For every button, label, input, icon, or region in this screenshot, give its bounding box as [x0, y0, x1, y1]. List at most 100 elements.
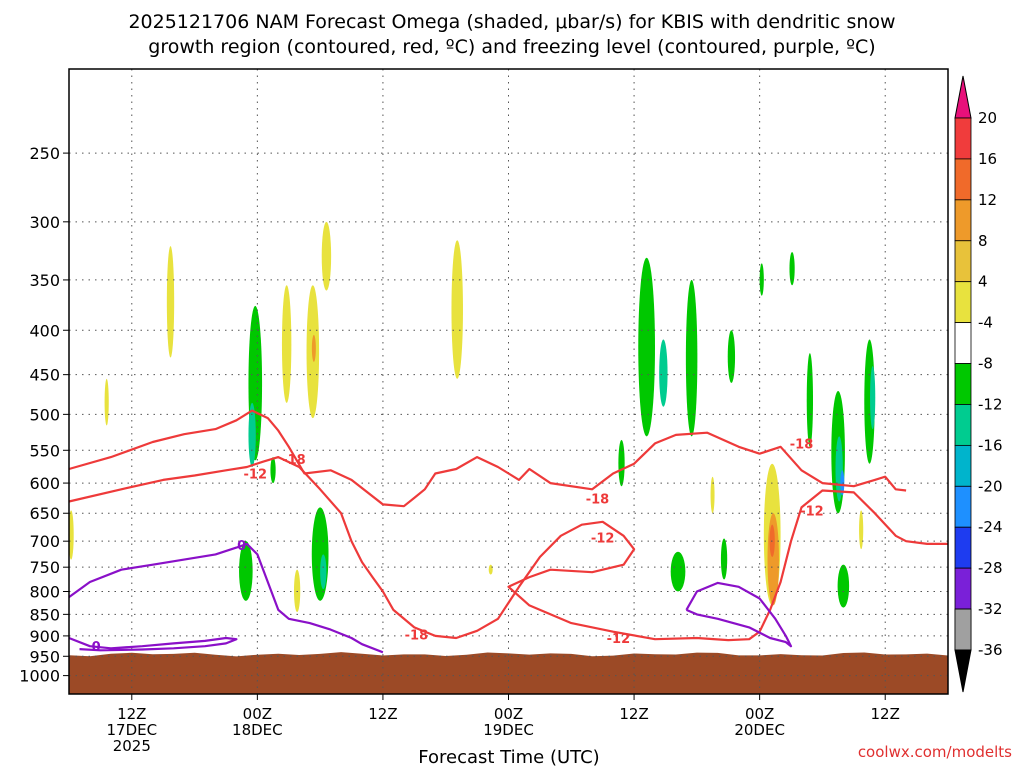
colorbar-label-10: -24	[978, 518, 1003, 536]
y-tick-label-550: 550	[29, 441, 60, 460]
omega-region-9	[321, 221, 332, 291]
contour-label-0: -18	[282, 453, 306, 468]
omega-region-29	[720, 538, 728, 580]
y-tick-label-300: 300	[29, 213, 60, 232]
x-tick-label-42-1: 00Z	[494, 705, 523, 723]
colorbar-label-4: 4	[978, 273, 988, 291]
x-tick-label-30-1: 12Z	[368, 705, 397, 723]
omega-region-35	[859, 510, 864, 550]
omega-region-10	[311, 334, 316, 362]
x-tick-label-18-1: 00Z	[243, 705, 272, 723]
contour-label-7: -12	[800, 504, 824, 519]
chart-title-line1: 2025121706 NAM Forecast Omega (shaded, μ…	[128, 11, 895, 33]
colorbar-swatch-7	[954, 404, 972, 446]
y-tick-label-800: 800	[29, 583, 60, 602]
omega-region-0	[104, 378, 109, 426]
omega-region-25	[840, 470, 845, 496]
x-tick-label-6-1: 12Z	[117, 705, 146, 723]
x-axis-label: Forecast Time (UTC)	[418, 747, 599, 768]
credit-text: coolwx.com/modelts	[858, 743, 1012, 761]
y-tick-label-600: 600	[29, 474, 60, 493]
contour-label-2: -18	[405, 629, 429, 644]
omega-region-16	[659, 339, 668, 407]
contour-lines	[68, 409, 948, 654]
colorbar-bottom-arrow	[954, 649, 972, 693]
y-tick-label-1000: 1000	[19, 667, 60, 686]
omega-region-30	[837, 564, 850, 608]
ground-layer	[69, 652, 948, 694]
colorbar-swatch-0	[954, 117, 972, 160]
omega-region-22	[806, 353, 814, 447]
y-tick-label-250: 250	[29, 144, 60, 163]
colorbar-label-3: 8	[978, 232, 988, 250]
colorbar-label-11: -28	[978, 559, 1003, 577]
colorbar-label-8: -16	[978, 436, 1003, 454]
omega-region-18	[618, 439, 625, 487]
omega-region-20	[759, 263, 764, 296]
colorbar-swatch-3	[954, 240, 972, 283]
omega-region-28	[670, 551, 686, 592]
omega-region-34	[710, 476, 715, 514]
colorbar-label-5: -4	[978, 314, 993, 332]
colorbar-label-12: -32	[978, 600, 1003, 618]
omega-region-5	[248, 402, 256, 468]
contour-label-8: 0	[237, 539, 246, 554]
omega-region-36	[488, 564, 493, 575]
y-tick-label-950: 950	[29, 647, 60, 666]
x-tick-label-78-1: 12Z	[871, 705, 900, 723]
colorbar-swatch-6	[954, 363, 972, 405]
colorbar-label-1: 16	[978, 150, 997, 168]
contour-dgz-lower	[68, 456, 948, 642]
contour-labels: -18 -12 -18 -12 -18 -12 -18 -12 0 0	[92, 437, 824, 655]
omega-region-1	[166, 246, 175, 358]
colorbar-swatch-8	[954, 444, 972, 487]
colorbar-swatch-9	[954, 485, 972, 528]
colorbar-swatch-1	[954, 158, 972, 201]
contour-freezing-level	[68, 542, 384, 654]
y-tick-label-400: 400	[29, 321, 60, 340]
omega-region-15	[638, 257, 656, 437]
y-tick-label-850: 850	[29, 605, 60, 624]
y-tick-label-750: 750	[29, 558, 60, 577]
x-tick-label-6-2: 17DEC	[106, 721, 157, 739]
contour-label-5: -12	[591, 531, 615, 546]
x-tick-label-54-1: 12Z	[619, 705, 648, 723]
colorbar-label-13: -36	[978, 641, 1003, 659]
omega-region-19	[727, 330, 736, 383]
omega-region-14	[451, 240, 463, 379]
omega-region-4	[239, 541, 253, 601]
x-tick-label-66-1: 00Z	[745, 705, 774, 723]
y-tick-label-650: 650	[29, 504, 60, 523]
x-tick-label-42-2: 19DEC	[483, 721, 534, 739]
colorbar-label-0: 20	[978, 109, 997, 127]
y-tick-label-900: 900	[29, 627, 60, 646]
contour-label-6: -18	[790, 437, 814, 452]
omega-region-12	[320, 554, 327, 590]
contour-freezing-level-3	[68, 636, 238, 652]
omega-region-21	[789, 251, 795, 286]
y-tick-label-350: 350	[29, 271, 60, 290]
colorbar-top-arrow	[954, 75, 972, 119]
omega-region-2	[68, 510, 74, 560]
omega-region-27	[870, 366, 876, 430]
plot-area: -18 -12 -18 -12 -18 -12 -18 -12 0 0	[68, 68, 949, 695]
contour-label-1: -12	[244, 468, 268, 483]
colorbar-swatch-5	[954, 322, 972, 364]
colorbar-swatch-10	[954, 526, 972, 569]
contour-dgz-upper	[68, 409, 907, 508]
y-tick-label-700: 700	[29, 532, 60, 551]
colorbar-label-2: 12	[978, 191, 997, 209]
colorbar-swatch-last	[954, 608, 972, 651]
colorbar-label-6: -8	[978, 355, 993, 373]
contour-label-9: 0	[92, 640, 101, 655]
omega-region-6	[270, 457, 276, 484]
y-tick-label-450: 450	[29, 366, 60, 385]
x-tick-label-18-2: 18DEC	[232, 721, 283, 739]
omega-shading	[68, 221, 876, 613]
omega-region-17	[685, 279, 698, 437]
omega-region-13	[293, 569, 301, 613]
contour-label-4: -18	[586, 492, 610, 507]
ground-surface	[69, 652, 948, 694]
omega-region-7	[281, 285, 292, 403]
